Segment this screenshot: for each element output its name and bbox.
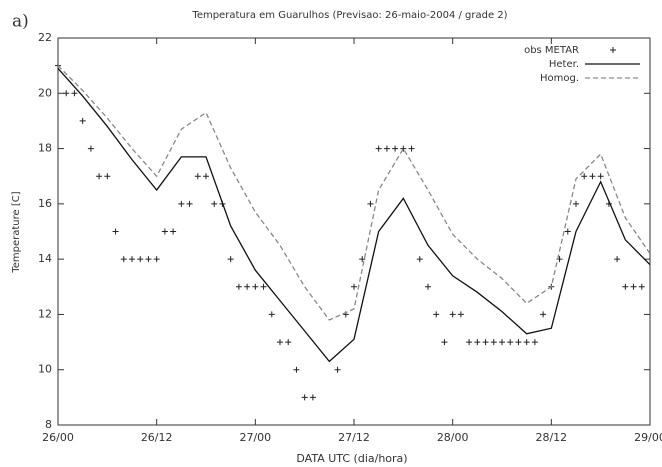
obs-point (581, 173, 588, 180)
obs-point (194, 173, 201, 180)
legend-label: Heter. (549, 59, 579, 70)
x-tick-label: 26/00 (42, 431, 74, 444)
obs-point (285, 339, 292, 346)
obs-point (457, 311, 464, 318)
obs-point (367, 200, 374, 207)
obs-point (178, 200, 185, 207)
obs-point (268, 311, 275, 318)
y-tick-label: 16 (38, 197, 52, 210)
obs-point (433, 311, 440, 318)
obs-point (392, 145, 399, 152)
obs-point (383, 145, 390, 152)
y-tick-label: 18 (38, 142, 52, 155)
obs-point (351, 283, 357, 290)
obs-point (334, 366, 341, 373)
obs-point (408, 145, 415, 152)
obs-point (375, 145, 382, 152)
panel-label: a) (12, 12, 29, 32)
obs-point (523, 339, 530, 346)
obs-point (186, 200, 193, 207)
x-tick-label: 26/12 (141, 431, 173, 444)
obs-point (293, 366, 300, 373)
obs-point (507, 339, 514, 346)
obs-point (540, 311, 547, 318)
obs-point (79, 117, 86, 124)
obs-point (252, 283, 259, 290)
legend-label: Homog. (540, 73, 579, 84)
x-axis-label: DATA UTC (dia/hora) (296, 452, 407, 465)
obs-point (309, 394, 316, 401)
obs-point (244, 283, 251, 290)
obs-point (87, 145, 94, 152)
y-tick-label: 8 (45, 418, 52, 431)
obs-point (71, 90, 78, 97)
obs-point (622, 283, 629, 290)
obs-point (301, 394, 308, 401)
obs-point (170, 228, 177, 235)
y-tick-label: 12 (38, 307, 52, 320)
obs-point (260, 283, 267, 290)
line-2 (57, 65, 651, 321)
obs-point (564, 228, 571, 235)
y-tick-label: 14 (38, 252, 52, 265)
obs-point (145, 256, 152, 263)
obs-point (531, 339, 538, 346)
plot-frame (57, 37, 651, 426)
obs-point (153, 256, 160, 263)
obs-point (161, 228, 168, 235)
legend-marker (610, 47, 616, 53)
chart-title: Temperatura em Guarulhos (Previsao: 26-m… (191, 10, 507, 21)
obs-point (630, 283, 637, 290)
obs-point (137, 256, 144, 263)
obs-point (203, 173, 209, 180)
obs-point (211, 200, 218, 207)
line-1 (57, 67, 651, 363)
x-tick-label: 27/12 (338, 431, 370, 444)
y-tick-label: 22 (38, 31, 52, 44)
obs-point (490, 339, 497, 346)
x-tick-label: 28/12 (535, 431, 567, 444)
x-tick-label: 29/00 (634, 431, 662, 444)
obs-point (425, 283, 431, 290)
y-tick-label: 20 (38, 86, 52, 99)
obs-point (449, 311, 456, 318)
obs-point (416, 256, 423, 263)
obs-point (104, 173, 111, 180)
obs-point (589, 173, 596, 180)
y-tick-label: 10 (38, 363, 52, 376)
obs-point (227, 256, 234, 263)
obs-point (277, 339, 283, 346)
obs-point (638, 283, 645, 290)
obs-point (482, 339, 489, 346)
legend-label: obs METAR (524, 45, 579, 56)
obs-point (112, 228, 119, 235)
obs-point (359, 256, 366, 263)
obs-point (515, 339, 522, 346)
obs-point (614, 256, 621, 263)
obs-point (96, 173, 103, 180)
x-tick-label: 27/00 (239, 431, 271, 444)
obs-point (499, 339, 505, 346)
obs-point (129, 256, 135, 263)
obs-point (573, 200, 579, 207)
obs-point (120, 256, 127, 263)
obs-point (597, 173, 604, 180)
obs-point (235, 283, 242, 290)
obs-point (474, 339, 481, 346)
obs-point (63, 90, 70, 97)
y-axis-label: Temperature [C] (11, 191, 22, 273)
obs-point (466, 339, 473, 346)
obs-point (400, 145, 407, 152)
obs-point (441, 339, 448, 346)
x-tick-label: 28/00 (437, 431, 469, 444)
